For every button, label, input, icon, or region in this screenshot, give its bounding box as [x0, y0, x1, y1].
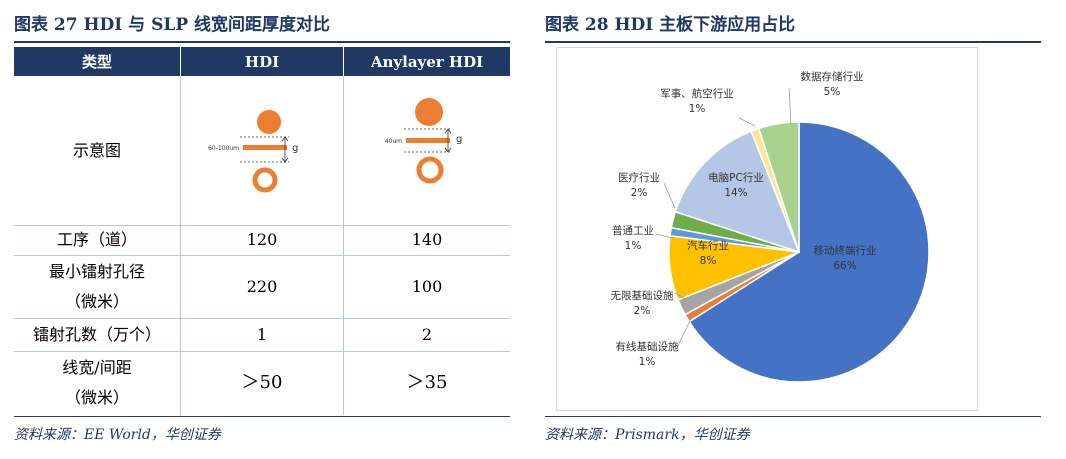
- label-auto: 汽车行业 8%: [687, 240, 729, 267]
- leader-line: [674, 292, 688, 301]
- cell-anylayer-laser-hole: 100: [411, 276, 443, 296]
- anylayer-diagram: g 40um: [385, 98, 462, 184]
- row-label-line-width: 线宽/间距 （微米）: [62, 358, 132, 407]
- label-pc: 电脑PC行业 14%: [708, 172, 764, 199]
- leader-line: [663, 182, 676, 209]
- cell-hdi-hole-count: 1: [256, 324, 268, 344]
- header-anylayer: Anylayer HDI: [344, 47, 510, 76]
- figure-28-title: 图表 28 HDI 主板下游应用占比: [545, 15, 796, 35]
- footer-rule: [14, 416, 510, 417]
- cell-anylayer-process: 140: [411, 230, 443, 249]
- title-rule: [545, 41, 1041, 43]
- row-label-diagram: 示意图: [72, 140, 121, 160]
- hdi-width-label: 60-100um: [208, 145, 239, 152]
- row-divider: [14, 318, 510, 319]
- label-military: 军事、航空行业 1%: [660, 88, 734, 115]
- header-hdi: HDI: [181, 47, 343, 76]
- cell-hdi-laser-hole: 220: [246, 276, 278, 296]
- row-divider: [14, 351, 510, 352]
- label-wired: 有线基础设施 1%: [615, 341, 679, 368]
- figure-27-title: 图表 27 HDI 与 SLP 线宽间距厚度对比: [14, 15, 331, 35]
- row-divider: [14, 255, 510, 256]
- gap-label: g: [292, 143, 298, 154]
- col-divider: [180, 76, 181, 415]
- slice-pc: [674, 130, 801, 254]
- pie-chart: [654, 87, 930, 383]
- anylayer-width-label: 40um: [385, 138, 402, 145]
- leader-line: [738, 117, 756, 127]
- leader-line: [676, 309, 696, 349]
- slice-storage: [757, 121, 800, 253]
- source-note-left: 资料来源：EE World，华创证券: [14, 427, 221, 443]
- gap-label: g: [456, 134, 462, 145]
- label-industrial: 普通工业 1%: [612, 225, 654, 252]
- cell-anylayer-line-width: ＞35: [406, 372, 448, 393]
- cell-hdi-line-width: ＞50: [241, 372, 283, 393]
- pie-chart-frame: 移动终端行业 66% 有线基础设施 1% 无限基础设施 2% 汽车行业 8% 普通工业 1…: [556, 47, 978, 411]
- row-label-hole-count: 镭射孔数（万个）: [32, 324, 161, 344]
- label-medical: 医疗行业 2%: [618, 172, 660, 199]
- hdi-diagram: g 60-100um: [208, 110, 298, 193]
- header-type: 类型: [14, 47, 180, 76]
- label-storage: 数据存储行业 5%: [800, 71, 864, 98]
- source-note-right: 资料来源：Prismark，华创证券: [545, 427, 750, 443]
- label-wireless: 无限基础设施 2%: [610, 290, 674, 317]
- title-rule: [14, 41, 510, 43]
- slice-mobile: [688, 121, 930, 383]
- col-divider: [343, 76, 344, 415]
- row-label-process: 工序（道）: [56, 230, 137, 249]
- leader-line: [654, 233, 674, 239]
- leader-line: [788, 87, 792, 125]
- footer-rule: [545, 416, 1041, 417]
- row-divider: [14, 225, 510, 226]
- row-label-laser-hole: 最小镭射孔径 （微米）: [48, 261, 145, 311]
- cell-hdi-process: 120: [246, 230, 278, 249]
- cell-anylayer-hole-count: 2: [421, 324, 433, 344]
- label-mobile: 移动终端行业 66%: [813, 245, 877, 272]
